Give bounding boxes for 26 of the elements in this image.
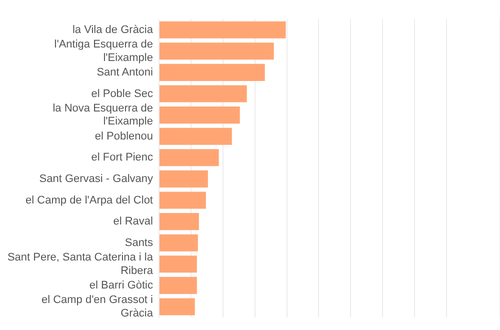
y-tick-label: el Raval: [113, 216, 153, 228]
bar: [160, 106, 240, 124]
bar: [160, 276, 197, 294]
bar: [160, 213, 199, 230]
y-tick-label: la Vila de Gràcia: [72, 24, 154, 36]
y-tick-label: Sant Antoni: [96, 66, 153, 78]
y-tick-label: el Poble Sec: [91, 88, 154, 100]
bar: [160, 256, 197, 273]
y-tick-label: l'Antiga Esquerra de l'Eixample: [54, 38, 153, 64]
bar: [160, 170, 208, 188]
bar: [160, 298, 195, 316]
y-tick-label: el Poblenou: [94, 130, 153, 142]
bar: [160, 64, 265, 81]
y-tick-label: el Camp d'en Grassot i Gràcia: [41, 294, 154, 320]
bar: [160, 85, 247, 102]
y-tick-label: Sants: [124, 236, 154, 249]
y-tick-label: Sant Gervasi - Galvany: [39, 172, 154, 185]
bar: [160, 149, 219, 166]
bar: [160, 192, 206, 209]
bar: [160, 234, 198, 252]
y-tick-label: el Fort Pienc: [91, 152, 154, 164]
y-tick-label: el Barri Gòtic: [89, 279, 154, 292]
y-tick-label: el Camp de l'Arpa del Clot: [26, 194, 153, 206]
bar: [160, 42, 274, 60]
bar: [160, 21, 286, 38]
bar: [160, 128, 232, 145]
